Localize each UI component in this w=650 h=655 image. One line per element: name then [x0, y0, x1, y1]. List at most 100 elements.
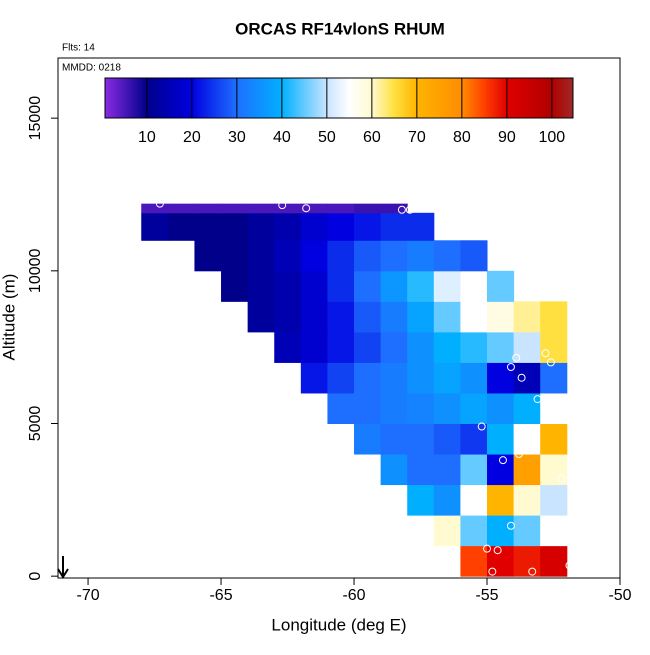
cell	[407, 301, 435, 333]
cell	[327, 301, 355, 333]
y-tick-label: 5000	[27, 406, 44, 442]
cell	[354, 203, 382, 214]
cell	[167, 212, 195, 241]
cell	[460, 484, 488, 516]
cell	[247, 270, 275, 302]
cell	[460, 515, 488, 547]
cell	[300, 331, 328, 363]
flights-label: Flts: 14	[62, 43, 95, 54]
cell	[327, 203, 355, 214]
cell	[247, 212, 275, 241]
cell	[433, 362, 461, 394]
colorbar-tick-label: 20	[183, 129, 201, 146]
y-tick-label: 15000	[27, 96, 44, 141]
cell	[141, 212, 169, 241]
flight-point	[533, 395, 542, 404]
cell	[513, 423, 541, 455]
x-tick-label: -50	[608, 587, 631, 604]
cell	[407, 240, 435, 272]
cell	[540, 301, 568, 333]
colorbar-tick-label: 90	[498, 129, 516, 146]
flight-point	[483, 544, 492, 553]
cell	[194, 212, 222, 241]
cell	[327, 240, 355, 272]
colorbar-tick-label: 70	[408, 129, 426, 146]
flight-point	[498, 456, 507, 465]
cell	[274, 203, 302, 214]
cell	[380, 212, 408, 241]
cell	[327, 331, 355, 363]
cell	[194, 203, 222, 214]
cell	[540, 515, 568, 547]
cell	[407, 331, 435, 363]
cell	[513, 331, 541, 363]
cell	[354, 362, 382, 394]
cell	[540, 362, 568, 394]
cell	[487, 423, 515, 455]
cell	[300, 301, 328, 333]
flight-point	[514, 450, 523, 459]
flight-point	[557, 474, 566, 483]
flight-point	[546, 358, 555, 367]
cell	[513, 515, 541, 547]
cell	[513, 545, 541, 577]
cell	[433, 484, 461, 516]
flight-point	[155, 199, 164, 208]
cell	[540, 545, 568, 577]
x-tick-label: -60	[342, 587, 365, 604]
cell	[221, 270, 249, 302]
cell	[460, 270, 488, 302]
chart-title: ORCAS RF14vlonS RHUM	[235, 19, 445, 38]
cell	[540, 423, 568, 455]
cell	[433, 392, 461, 424]
cell	[380, 203, 408, 214]
cell	[460, 240, 488, 272]
cell	[327, 270, 355, 302]
cell	[460, 301, 488, 333]
cell	[433, 301, 461, 333]
cell	[300, 212, 328, 241]
flight-point	[562, 526, 571, 535]
colorbar-tick-label: 80	[453, 129, 471, 146]
x-axis-title: Longitude (deg E)	[271, 615, 406, 634]
colorbar-tick-label: 10	[138, 129, 156, 146]
cell	[487, 454, 515, 486]
cell	[354, 423, 382, 455]
cell	[194, 240, 222, 272]
cell	[433, 270, 461, 302]
cell	[247, 203, 275, 214]
cell	[460, 331, 488, 363]
cell	[433, 515, 461, 547]
cell	[540, 484, 568, 516]
flight-point	[506, 521, 515, 530]
cell	[380, 240, 408, 272]
cell	[513, 454, 541, 486]
cell	[380, 301, 408, 333]
cell	[407, 392, 435, 424]
colorbar-tick-label: 100	[538, 129, 565, 146]
x-tick-label: -70	[76, 587, 99, 604]
cell	[300, 270, 328, 302]
cell	[221, 203, 249, 214]
heatmap	[141, 203, 568, 577]
cell	[300, 203, 328, 214]
colorbar-tick-label: 30	[228, 129, 246, 146]
flight-point	[488, 567, 497, 576]
cell	[407, 454, 435, 486]
y-axis-title: Altitude (m)	[0, 274, 18, 361]
plot-frame	[57, 57, 621, 579]
cell	[407, 212, 435, 241]
cell	[221, 212, 249, 241]
flight-point	[512, 353, 521, 362]
cell	[460, 362, 488, 394]
colorbar-tick-label: 40	[273, 129, 291, 146]
flight-point	[302, 204, 311, 213]
cell	[513, 392, 541, 424]
colorbar-tick-label: 60	[363, 129, 381, 146]
cell	[407, 362, 435, 394]
cell	[167, 203, 195, 214]
cell	[487, 301, 515, 333]
cell	[487, 392, 515, 424]
flight-point	[517, 373, 526, 382]
